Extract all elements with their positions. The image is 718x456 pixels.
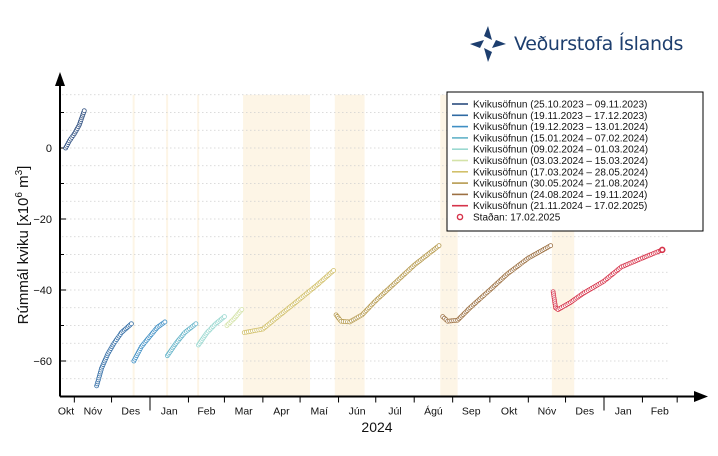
legend-label: Kvikusöfnun (19.12.2023 – 13.01.2024): [473, 122, 648, 133]
x-tick-label: Mar: [235, 406, 254, 418]
x-tick-label: Okt: [501, 406, 517, 418]
x-tick-label: Jan: [161, 406, 178, 418]
x-tick-label: Des: [575, 406, 594, 418]
data-point: [239, 307, 245, 312]
x-tick-label: Nóv: [538, 406, 557, 418]
series-2: [94, 321, 134, 389]
data-point: [128, 321, 134, 327]
series-line: [96, 323, 132, 386]
x-axis-arrow-icon: [694, 391, 708, 402]
y-tick-label: −60: [33, 356, 52, 368]
eruption-band: [132, 94, 135, 397]
data-point: [548, 243, 554, 249]
y-tick-label: 0: [46, 143, 52, 155]
legend: Kvikusöfnun (25.10.2023 – 09.11.2023)Kvi…: [446, 91, 704, 232]
x-tick-label: Feb: [197, 406, 215, 418]
data-point: [81, 108, 87, 114]
legend-label: Kvikusöfnun (17.03.2024 – 28.05.2024): [473, 167, 648, 178]
eruption-band: [243, 94, 311, 397]
x-tick-label: Feb: [651, 406, 669, 418]
eruption-band: [334, 94, 365, 397]
series-7: [241, 268, 336, 336]
current-state-marker: [659, 246, 666, 254]
y-tick-label: −40: [33, 285, 52, 297]
series-1: [63, 108, 87, 151]
legend-label: Kvikusöfnun (24.08.2024 – 19.11.2024): [473, 190, 647, 201]
logo-text: Veðurstofa Íslands: [514, 33, 684, 55]
eruption-band: [197, 94, 200, 397]
series-5: [195, 314, 227, 348]
series-4: [164, 321, 199, 359]
x-tick-label: Okt: [58, 406, 74, 418]
legend-label: Kvikusöfnun (15.01.2024 – 07.02.2024): [473, 133, 648, 144]
series-9: [440, 243, 554, 324]
legend-label: Kvikusöfnun (25.10.2023 – 09.11.2023): [473, 100, 647, 111]
x-tick-label: Apr: [273, 406, 290, 418]
x-tick-label: Júl: [388, 406, 401, 418]
x-tick-label: Jún: [349, 406, 366, 418]
x-axis-label: 2024: [361, 419, 392, 435]
data-point: [193, 321, 199, 327]
legend-box: [446, 91, 704, 232]
x-tick-label: Des: [121, 406, 140, 418]
legend-label: Kvikusöfnun (21.11.2024 – 17.02.2025): [473, 201, 647, 212]
series-6: [224, 307, 245, 328]
x-tick-label: Nóv: [84, 406, 103, 418]
data-point: [162, 319, 168, 325]
legend-label: Kvikusöfnun (09.02.2024 – 01.03.2024): [473, 145, 648, 156]
eruption-band: [166, 94, 169, 397]
y-axis-arrow-icon: [55, 72, 65, 86]
x-tick-label: Jan: [615, 406, 632, 418]
data-point: [436, 243, 442, 249]
data-point: [331, 268, 336, 273]
x-tick-label: Sep: [462, 406, 481, 418]
series-8: [333, 243, 442, 325]
legend-label: Kvikusöfnun (30.05.2024 – 21.08.2024): [473, 179, 648, 190]
vedurstofa-logo: Veðurstofa Íslands: [468, 24, 683, 64]
legend-current-label: Staðan: 17.02.2025: [473, 212, 561, 224]
x-tick-label: Maí: [311, 406, 329, 418]
x-tick-label: Ágú: [424, 405, 443, 418]
y-tick-label: −20: [33, 214, 52, 226]
legend-label: Kvikusöfnun (19.11.2023 – 17.12.2023): [473, 111, 647, 122]
legend-current-marker-icon: [456, 213, 464, 221]
series-3: [131, 319, 168, 364]
y-axis-label: Rúmmál kviku [x106 m3]: [14, 166, 32, 325]
data-point: [222, 314, 227, 320]
series-10: [550, 247, 665, 312]
legend-label: Kvikusöfnun (03.03.2024 – 15.03.2024): [473, 156, 648, 167]
logo-star-icon: [470, 26, 506, 62]
